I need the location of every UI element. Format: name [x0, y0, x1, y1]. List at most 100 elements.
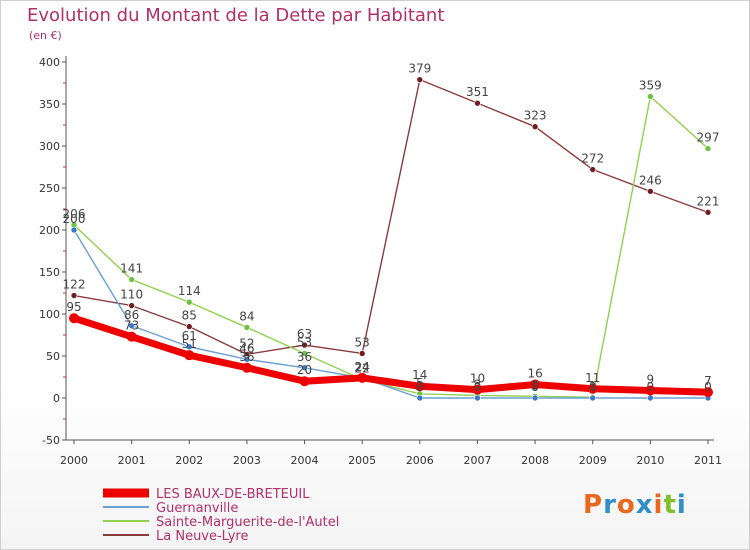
data-label: 0 — [416, 380, 424, 394]
data-point — [243, 356, 251, 363]
data-point — [647, 394, 654, 402]
data-point — [704, 209, 712, 216]
data-point — [357, 372, 368, 383]
data-label: 51 — [182, 337, 197, 351]
data-point — [184, 350, 195, 361]
series-line-2 — [73, 95, 709, 398]
data-label: 297 — [697, 131, 720, 145]
data-label: 11 — [585, 371, 600, 385]
data-label: 24 — [355, 360, 370, 374]
data-label: 122 — [63, 278, 86, 292]
data-point — [531, 394, 539, 402]
data-label: 0 — [589, 380, 597, 394]
proxiti-logo: Proxiti — [583, 490, 687, 520]
data-point — [472, 384, 483, 395]
data-point — [126, 331, 137, 342]
y-tick-label: 50 — [46, 350, 60, 363]
data-label: 14 — [412, 368, 427, 382]
data-point — [128, 276, 135, 283]
data-label: 110 — [120, 288, 143, 302]
data-point — [299, 376, 310, 387]
x-tick-label: 2004 — [291, 454, 319, 467]
data-label: 73 — [124, 319, 139, 333]
legend-label: LES BAUX-DE-BRETEUIL — [156, 487, 310, 502]
data-point — [589, 166, 597, 173]
data-label: 7 — [704, 374, 712, 388]
logo-letter: o — [616, 490, 636, 520]
logo-letter: i — [653, 490, 664, 520]
data-label: 200 — [63, 212, 86, 226]
data-label: 61 — [182, 329, 197, 343]
data-label: 141 — [120, 262, 143, 276]
data-label: 351 — [466, 85, 489, 99]
data-label: 221 — [697, 194, 720, 208]
logo-letter: P — [583, 490, 604, 520]
data-point — [416, 76, 424, 83]
series-line-3 — [73, 78, 709, 356]
logo-letter: x — [635, 490, 654, 520]
x-tick-label: 2008 — [521, 454, 549, 467]
x-tick-label: 2003 — [233, 454, 261, 467]
data-label: 52 — [239, 336, 254, 350]
data-label: 5 — [416, 376, 424, 390]
x-tick-label: 2005 — [348, 454, 376, 467]
data-point — [414, 381, 425, 392]
data-label: 359 — [639, 78, 662, 92]
x-tick-label: 2002 — [175, 454, 203, 467]
data-point — [645, 385, 656, 396]
data-point — [185, 298, 193, 306]
y-tick-label: 0 — [53, 392, 60, 405]
y-tick-label: 200 — [39, 224, 60, 237]
data-label: 1 — [589, 379, 597, 393]
y-tick-label: 400 — [39, 56, 60, 69]
data-point — [301, 350, 308, 357]
y-tick-label: 350 — [39, 98, 60, 111]
data-label: 85 — [182, 309, 197, 323]
data-point — [128, 302, 135, 309]
data-point — [474, 99, 481, 107]
data-point — [474, 394, 481, 402]
data-label: 0 — [704, 380, 712, 394]
x-tick-label: 2006 — [406, 454, 434, 467]
logo-letter: t — [663, 490, 677, 520]
data-point — [358, 350, 366, 357]
data-label: 0 — [531, 380, 539, 394]
data-label: 84 — [239, 309, 254, 323]
data-point — [185, 323, 193, 330]
data-point — [416, 394, 424, 402]
data-point — [128, 322, 135, 330]
data-point — [530, 379, 541, 390]
x-tick-label: 2010 — [636, 454, 664, 467]
data-label: 16 — [527, 367, 542, 381]
x-tick-label: 2007 — [463, 454, 491, 467]
data-label: 246 — [639, 173, 662, 187]
legend-label: Sainte-Marguerite-de-l'Autel — [156, 515, 339, 530]
data-label: 46 — [239, 341, 254, 355]
series-line-1 — [73, 229, 708, 399]
data-label: 53 — [297, 335, 312, 349]
legend-label: La Neuve-Lyre — [156, 529, 249, 544]
data-label: 10 — [470, 372, 485, 386]
x-tick-label: 2011 — [694, 454, 722, 467]
data-point — [69, 313, 79, 324]
data-label: 9 — [647, 372, 655, 386]
y-tick-label: 150 — [39, 266, 60, 279]
data-point — [647, 93, 654, 100]
data-label: 63 — [297, 327, 312, 341]
data-label: 36 — [239, 350, 254, 364]
chart-unit-label: (en €) — [29, 29, 62, 42]
data-point — [241, 362, 252, 373]
data-label: 53 — [355, 335, 370, 349]
data-point — [703, 387, 713, 398]
data-label: 22 — [355, 362, 370, 376]
data-point — [589, 394, 597, 402]
y-tick-label: 250 — [39, 182, 60, 195]
x-tick-label: 2001 — [118, 454, 146, 467]
data-point — [301, 341, 308, 349]
data-label: 86 — [124, 308, 139, 322]
chart-title: Evolution du Montant de la Dette par Hab… — [27, 5, 445, 26]
data-point — [647, 188, 654, 195]
data-label: 0 — [474, 380, 482, 394]
data-label: 272 — [581, 152, 604, 166]
